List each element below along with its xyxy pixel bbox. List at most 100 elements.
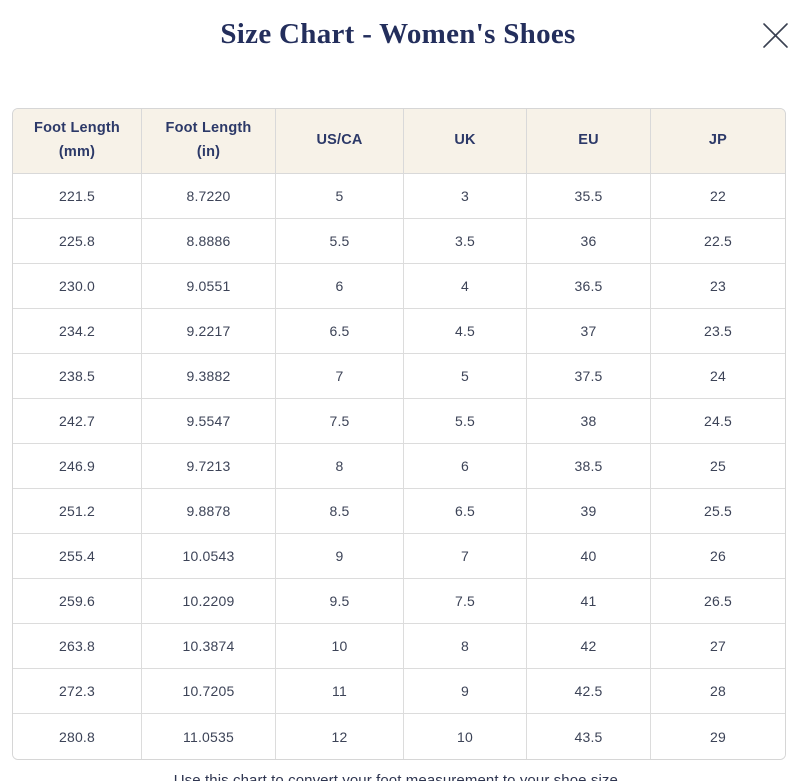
table-cell: 10.2209	[142, 579, 276, 624]
table-cell: 10	[276, 624, 404, 669]
table-cell: 7.5	[404, 579, 527, 624]
table-row: 238.5 9.3882 7 5 37.5 24	[13, 354, 785, 399]
table-cell: 25	[651, 444, 785, 489]
table-cell: 242.7	[13, 399, 142, 444]
table-cell: 10.7205	[142, 669, 276, 714]
table-cell: 9	[276, 534, 404, 579]
table-cell: 9.8878	[142, 489, 276, 534]
table-cell: 6	[404, 444, 527, 489]
table-cell: 3.5	[404, 219, 527, 264]
table-cell: 5.5	[276, 219, 404, 264]
table-cell: 9.2217	[142, 309, 276, 354]
table-cell: 255.4	[13, 534, 142, 579]
table-cell: 25.5	[651, 489, 785, 534]
table-cell: 9.7213	[142, 444, 276, 489]
table-cell: 23	[651, 264, 785, 309]
table-cell: 225.8	[13, 219, 142, 264]
table-row: 272.3 10.7205 11 9 42.5 28	[13, 669, 785, 714]
table-cell: 39	[527, 489, 651, 534]
table-cell: 5.5	[404, 399, 527, 444]
table-row: 246.9 9.7213 8 6 38.5 25	[13, 444, 785, 489]
table-row: 263.8 10.3874 10 8 42 27	[13, 624, 785, 669]
table-cell: 8	[276, 444, 404, 489]
table-cell: 9	[404, 669, 527, 714]
size-chart-table: Foot Length (mm) Foot Length (in) US/CA …	[12, 108, 786, 760]
table-cell: 8.5	[276, 489, 404, 534]
table-cell: 36.5	[527, 264, 651, 309]
table-cell: 43.5	[527, 714, 651, 759]
table-cell: 22.5	[651, 219, 785, 264]
column-header-foot-length-in: Foot Length (in)	[142, 109, 276, 174]
table-cell: 5	[404, 354, 527, 399]
table-cell: 35.5	[527, 174, 651, 219]
table-cell: 6	[276, 264, 404, 309]
table-cell: 42.5	[527, 669, 651, 714]
table-cell: 11	[276, 669, 404, 714]
table-row: 255.4 10.0543 9 7 40 26	[13, 534, 785, 579]
table-cell: 238.5	[13, 354, 142, 399]
table-cell: 10	[404, 714, 527, 759]
table-cell: 12	[276, 714, 404, 759]
header-row: Foot Length (mm) Foot Length (in) US/CA …	[13, 109, 785, 174]
table-cell: 230.0	[13, 264, 142, 309]
table-cell: 7	[404, 534, 527, 579]
table-cell: 23.5	[651, 309, 785, 354]
table-row: 221.5 8.7220 5 3 35.5 22	[13, 174, 785, 219]
table-row: 225.8 8.8886 5.5 3.5 36 22.5	[13, 219, 785, 264]
table-cell: 8.8886	[142, 219, 276, 264]
table-cell: 9.5	[276, 579, 404, 624]
table-cell: 42	[527, 624, 651, 669]
page-title: Size Chart - Women's Shoes	[220, 18, 576, 50]
table-cell: 7.5	[276, 399, 404, 444]
table-cell: 5	[276, 174, 404, 219]
table-cell: 26.5	[651, 579, 785, 624]
table-cell: 6.5	[276, 309, 404, 354]
column-header-foot-length-mm: Foot Length (mm)	[13, 109, 142, 174]
column-header-us-ca: US/CA	[276, 109, 404, 174]
table-cell: 40	[527, 534, 651, 579]
column-header-eu: EU	[527, 109, 651, 174]
table-cell: 263.8	[13, 624, 142, 669]
table-cell: 26	[651, 534, 785, 579]
table-cell: 8	[404, 624, 527, 669]
table-cell: 22	[651, 174, 785, 219]
table-row: 280.8 11.0535 12 10 43.5 29	[13, 714, 785, 759]
table-cell: 272.3	[13, 669, 142, 714]
footer-note: Use this chart to convert your foot meas…	[173, 772, 623, 781]
table-cell: 9.5547	[142, 399, 276, 444]
table-cell: 38	[527, 399, 651, 444]
table-cell: 27	[651, 624, 785, 669]
table-cell: 234.2	[13, 309, 142, 354]
table-cell: 8.7220	[142, 174, 276, 219]
table-cell: 7	[276, 354, 404, 399]
table-cell: 37.5	[527, 354, 651, 399]
column-header-uk: UK	[404, 109, 527, 174]
close-icon	[762, 22, 788, 48]
table-cell: 4.5	[404, 309, 527, 354]
table-cell: 41	[527, 579, 651, 624]
table-cell: 11.0535	[142, 714, 276, 759]
table-row: 230.0 9.0551 6 4 36.5 23	[13, 264, 785, 309]
table-header: Foot Length (mm) Foot Length (in) US/CA …	[13, 109, 785, 174]
size-chart-table-container: Foot Length (mm) Foot Length (in) US/CA …	[12, 108, 786, 760]
table-cell: 9.3882	[142, 354, 276, 399]
table-cell: 10.3874	[142, 624, 276, 669]
table-row: 234.2 9.2217 6.5 4.5 37 23.5	[13, 309, 785, 354]
table-row: 251.2 9.8878 8.5 6.5 39 25.5	[13, 489, 785, 534]
table-cell: 28	[651, 669, 785, 714]
table-cell: 37	[527, 309, 651, 354]
table-cell: 4	[404, 264, 527, 309]
table-cell: 36	[527, 219, 651, 264]
table-cell: 38.5	[527, 444, 651, 489]
table-cell: 280.8	[13, 714, 142, 759]
table-cell: 251.2	[13, 489, 142, 534]
table-cell: 3	[404, 174, 527, 219]
table-cell: 259.6	[13, 579, 142, 624]
table-cell: 221.5	[13, 174, 142, 219]
table-cell: 6.5	[404, 489, 527, 534]
close-button[interactable]	[758, 18, 792, 52]
table-row: 242.7 9.5547 7.5 5.5 38 24.5	[13, 399, 785, 444]
table-cell: 9.0551	[142, 264, 276, 309]
table-cell: 10.0543	[142, 534, 276, 579]
table-row: 259.6 10.2209 9.5 7.5 41 26.5	[13, 579, 785, 624]
